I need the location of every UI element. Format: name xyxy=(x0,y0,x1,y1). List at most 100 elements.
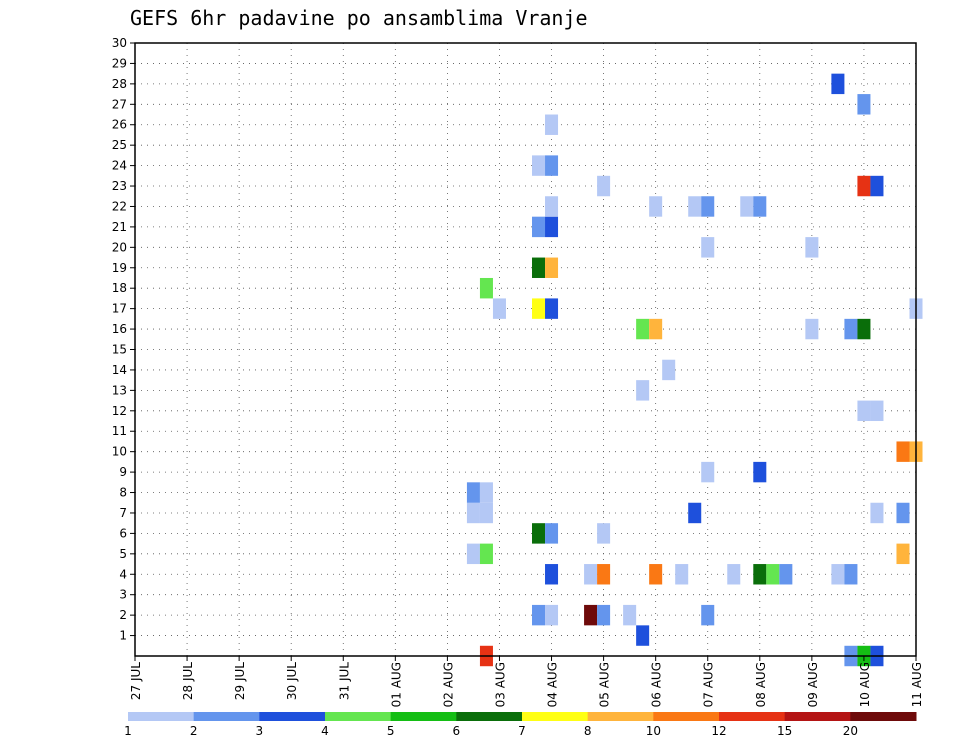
y-tick-label: 24 xyxy=(112,159,127,173)
heatmap-cell xyxy=(740,196,754,217)
y-tick-label: 20 xyxy=(112,240,127,254)
heatmap-cell xyxy=(675,564,689,585)
heatmap-cell xyxy=(545,155,559,176)
colorbar-segment xyxy=(456,712,523,721)
x-tick-label: 29 JUL xyxy=(233,662,247,700)
y-tick-label: 1 xyxy=(119,629,127,643)
heatmap-cell xyxy=(701,604,715,626)
colorbar-label: 1 xyxy=(124,724,132,738)
heatmap-cell xyxy=(479,482,493,503)
y-tick-label: 5 xyxy=(119,547,127,561)
heatmap-cell xyxy=(896,502,910,524)
heatmap-cell xyxy=(701,461,715,483)
colorbar-label: 6 xyxy=(453,724,461,738)
y-tick-label: 23 xyxy=(112,179,127,193)
colorbar-label: 10 xyxy=(646,724,661,738)
x-tick-label: 08 AUG xyxy=(754,662,768,707)
colorbar-label: 4 xyxy=(321,724,329,738)
heatmap-cell xyxy=(662,359,676,381)
heatmap-cell xyxy=(597,564,611,585)
heatmap-cell xyxy=(466,502,480,524)
colorbar: 1 2 3 4 5 6 7 8 10 12 15 20 xyxy=(124,712,917,738)
y-tick-label: 7 xyxy=(119,506,127,520)
x-tick-label: 30 JUL xyxy=(285,662,299,700)
colorbar-label: 7 xyxy=(518,724,526,738)
heatmap-cell xyxy=(870,400,884,422)
heatmap-cell xyxy=(584,564,598,585)
heatmap-cell xyxy=(805,318,819,340)
x-tick-label: 03 AUG xyxy=(493,662,507,707)
x-tick-label: 27 JUL xyxy=(129,662,143,700)
heatmap-cell xyxy=(779,564,793,585)
heatmap-cell xyxy=(649,196,663,217)
heatmap-cell xyxy=(831,564,845,585)
x-tick-label: 28 JUL xyxy=(181,662,195,700)
y-tick-label: 6 xyxy=(119,526,127,540)
y-tick-label: 14 xyxy=(112,363,127,377)
heatmap-cell xyxy=(831,73,845,95)
heatmap-cell xyxy=(636,625,650,646)
heatmap-cell xyxy=(896,441,910,462)
colorbar-segment xyxy=(128,712,195,721)
y-tick-label: 3 xyxy=(119,588,127,602)
heatmap-cell xyxy=(492,298,506,319)
colorbar-label: 5 xyxy=(387,724,395,738)
colorbar-segment xyxy=(850,712,917,721)
colorbar-segment xyxy=(784,712,851,721)
heatmap-cell xyxy=(753,564,767,585)
heatmap-cell xyxy=(545,114,559,135)
heatmap-cell xyxy=(532,257,546,278)
y-tick-label: 27 xyxy=(112,97,127,111)
colorbar-segment xyxy=(522,712,589,721)
colorbar-segment xyxy=(587,712,654,721)
heatmap-cell xyxy=(766,564,780,585)
colorbar-segment xyxy=(719,712,786,721)
heatmap-cell xyxy=(532,604,546,626)
y-tick-label: 11 xyxy=(112,424,127,438)
colorbar-segment xyxy=(390,712,457,721)
colorbar-segment xyxy=(193,712,260,721)
colorbar-segment xyxy=(653,712,720,721)
y-tick-label: 30 xyxy=(112,36,127,50)
heatmap-cell xyxy=(896,543,910,565)
y-tick-label: 18 xyxy=(112,281,127,295)
heatmap-cell xyxy=(597,175,611,197)
heatmap-cell xyxy=(649,564,663,585)
y-tick-label: 13 xyxy=(112,383,127,397)
heatmap-cell xyxy=(857,400,871,422)
y-tick-label: 12 xyxy=(112,404,127,418)
heatmap-cell xyxy=(545,298,559,319)
heatmap-cell xyxy=(597,604,611,626)
x-tick-label: 31 JUL xyxy=(337,662,351,700)
heatmap-cell xyxy=(857,318,871,340)
y-tick-label: 22 xyxy=(112,199,127,213)
colorbar-label: 12 xyxy=(711,724,726,738)
heatmap-cell xyxy=(545,257,559,278)
x-tick-label: 02 AUG xyxy=(441,662,455,707)
heatmap-cell xyxy=(479,277,493,299)
heatmap-cell xyxy=(753,196,767,217)
colorbar-label: 8 xyxy=(584,724,592,738)
heatmap-cell xyxy=(479,502,493,524)
heatmap-cell xyxy=(545,564,559,585)
heatmap-cell xyxy=(844,318,858,340)
y-tick-label: 21 xyxy=(112,220,127,234)
y-axis: 1234567891011121314151617181920212223242… xyxy=(112,36,135,643)
heatmap-cell xyxy=(727,564,741,585)
data-cells xyxy=(466,73,923,667)
x-tick-label: 05 AUG xyxy=(598,662,612,707)
heatmap-cell xyxy=(870,175,884,197)
heatmap-cell xyxy=(532,298,546,319)
colorbar-label: 20 xyxy=(843,724,858,738)
y-tick-label: 10 xyxy=(112,445,127,459)
heatmap-cell xyxy=(857,175,871,197)
y-tick-label: 8 xyxy=(119,486,127,500)
x-tick-label: 01 AUG xyxy=(389,662,403,707)
heatmap-cell xyxy=(584,604,598,626)
heatmap-cell xyxy=(636,318,650,340)
heatmap-cell xyxy=(844,564,858,585)
x-axis: 27 JUL 28 JUL 29 JUL 30 JUL 31 JUL 01 AUG 02 A… xyxy=(129,656,924,707)
grid-lines xyxy=(135,43,916,656)
x-tick-label: 06 AUG xyxy=(650,662,664,707)
